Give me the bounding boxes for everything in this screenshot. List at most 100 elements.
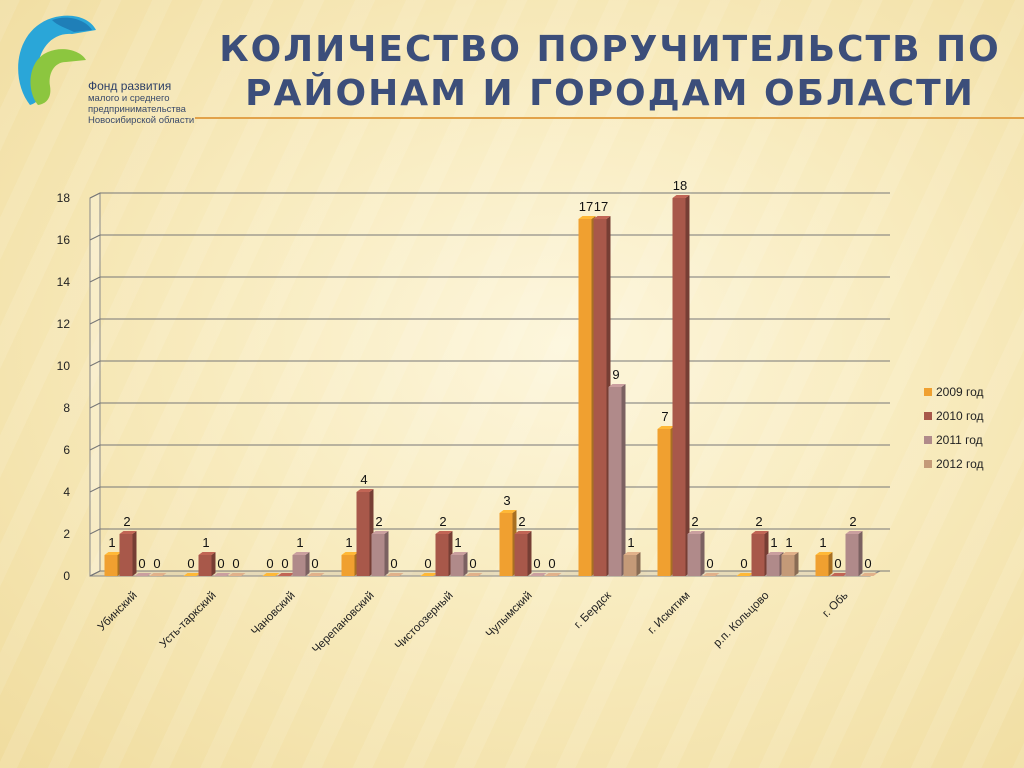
legend-item: 2011 год	[924, 428, 984, 452]
y-tick-label: 10	[57, 359, 71, 373]
bar	[781, 555, 795, 576]
gridline-depth	[89, 528, 101, 535]
bar-top	[623, 552, 641, 555]
bar-top	[830, 573, 848, 576]
page-title: КОЛИЧЕСТВО ПОРУЧИТЕЛЬСТВ ПО РАЙОНАМ И ГО…	[210, 28, 1010, 116]
x-tick-label: г. Бердск	[572, 589, 614, 631]
bar-top	[149, 573, 167, 576]
data-label: 9	[612, 367, 619, 382]
data-label: 2	[439, 514, 446, 529]
bar-top	[119, 531, 137, 534]
bar	[751, 534, 765, 576]
legend-label: 2011 год	[936, 433, 983, 447]
y-tick-label: 16	[57, 233, 71, 247]
legend-item: 2010 год	[924, 404, 984, 428]
bar-side	[700, 531, 705, 576]
bar	[608, 387, 622, 576]
bar	[578, 219, 592, 576]
data-label: 2	[375, 514, 382, 529]
logo-line: Новосибирской области	[88, 115, 195, 126]
bar-top	[420, 573, 438, 576]
data-label: 0	[424, 556, 431, 571]
logo-line: предпринимательства	[88, 104, 186, 115]
logo-line: малого и среднего	[88, 93, 170, 104]
y-tick-label: 8	[63, 401, 70, 415]
gridline-depth	[89, 570, 101, 577]
data-label: 0	[311, 556, 318, 571]
bar-top	[371, 531, 389, 534]
y-tick-label: 12	[57, 317, 71, 331]
bar-side	[305, 552, 310, 576]
bar-top	[672, 195, 690, 198]
y-tick-label: 14	[57, 275, 71, 289]
bar-side	[211, 552, 216, 576]
legend-item: 2009 год	[924, 380, 984, 404]
bar-top	[766, 552, 784, 555]
data-label: 1	[627, 535, 634, 550]
data-label: 1	[345, 535, 352, 550]
title-line-2: РАЙОНАМ И ГОРОДАМ ОБЛАСТИ	[245, 73, 975, 114]
data-label: 4	[360, 472, 367, 487]
bar-side	[858, 531, 863, 576]
bar-top	[356, 489, 374, 492]
bar	[815, 555, 829, 576]
data-label: 1	[454, 535, 461, 550]
gridline-depth	[89, 486, 101, 493]
legend-label: 2010 год	[936, 409, 984, 423]
legend-swatch	[924, 436, 932, 444]
bar	[371, 534, 385, 576]
data-label: 0	[217, 556, 224, 571]
y-tick-label: 6	[63, 443, 70, 457]
logo-caption: Фонд развития малого и среднего предприн…	[88, 79, 228, 127]
bar-side	[828, 552, 833, 576]
bar	[593, 219, 607, 576]
title-divider	[195, 117, 1024, 119]
bar-top	[815, 552, 833, 555]
data-label: 1	[770, 535, 777, 550]
x-tick-label: Убинский	[96, 590, 140, 634]
data-label: 1	[785, 535, 792, 550]
data-label: 0	[232, 556, 239, 571]
bar-top	[736, 573, 754, 576]
gridline-depth	[89, 318, 101, 325]
data-label: 7	[661, 409, 668, 424]
bar	[450, 555, 464, 576]
data-label: 17	[579, 199, 593, 214]
fund-logo: Фонд развития малого и среднего предприн…	[12, 10, 212, 126]
bar-top	[277, 573, 295, 576]
bar-top	[465, 573, 483, 576]
logo-name: Фонд развития	[88, 79, 172, 93]
bar-side	[463, 552, 468, 576]
bar	[657, 429, 671, 576]
data-label: 1	[202, 535, 209, 550]
bar-top	[860, 573, 878, 576]
bar	[623, 555, 637, 576]
bar	[766, 555, 780, 576]
bar	[687, 534, 701, 576]
bar	[672, 198, 686, 576]
legend-label: 2009 год	[936, 385, 984, 399]
chart-side-wall	[89, 192, 101, 577]
bar-side	[794, 552, 799, 576]
bar-top	[845, 531, 863, 534]
data-label: 0	[153, 556, 160, 571]
data-label: 3	[503, 493, 510, 508]
bar-top	[781, 552, 799, 555]
gridline-depth	[89, 276, 101, 283]
data-label: 0	[834, 556, 841, 571]
data-label: 2	[755, 514, 762, 529]
x-tick-label: Усть-таркский	[158, 590, 219, 651]
bar-top	[608, 384, 626, 387]
data-label: 0	[533, 556, 540, 571]
gridline-depth	[89, 402, 101, 409]
legend-swatch	[924, 388, 932, 396]
chart-legend: 2009 год 2010 год 2011 год 2012 год	[924, 380, 984, 476]
bar-top	[687, 531, 705, 534]
bar-top	[578, 216, 596, 219]
data-label: 2	[849, 514, 856, 529]
bar-top	[228, 573, 246, 576]
x-tick-label: Чистоозерный	[393, 590, 456, 653]
y-tick-label: 2	[63, 527, 70, 541]
bar-side	[685, 195, 690, 576]
bar	[104, 555, 118, 576]
